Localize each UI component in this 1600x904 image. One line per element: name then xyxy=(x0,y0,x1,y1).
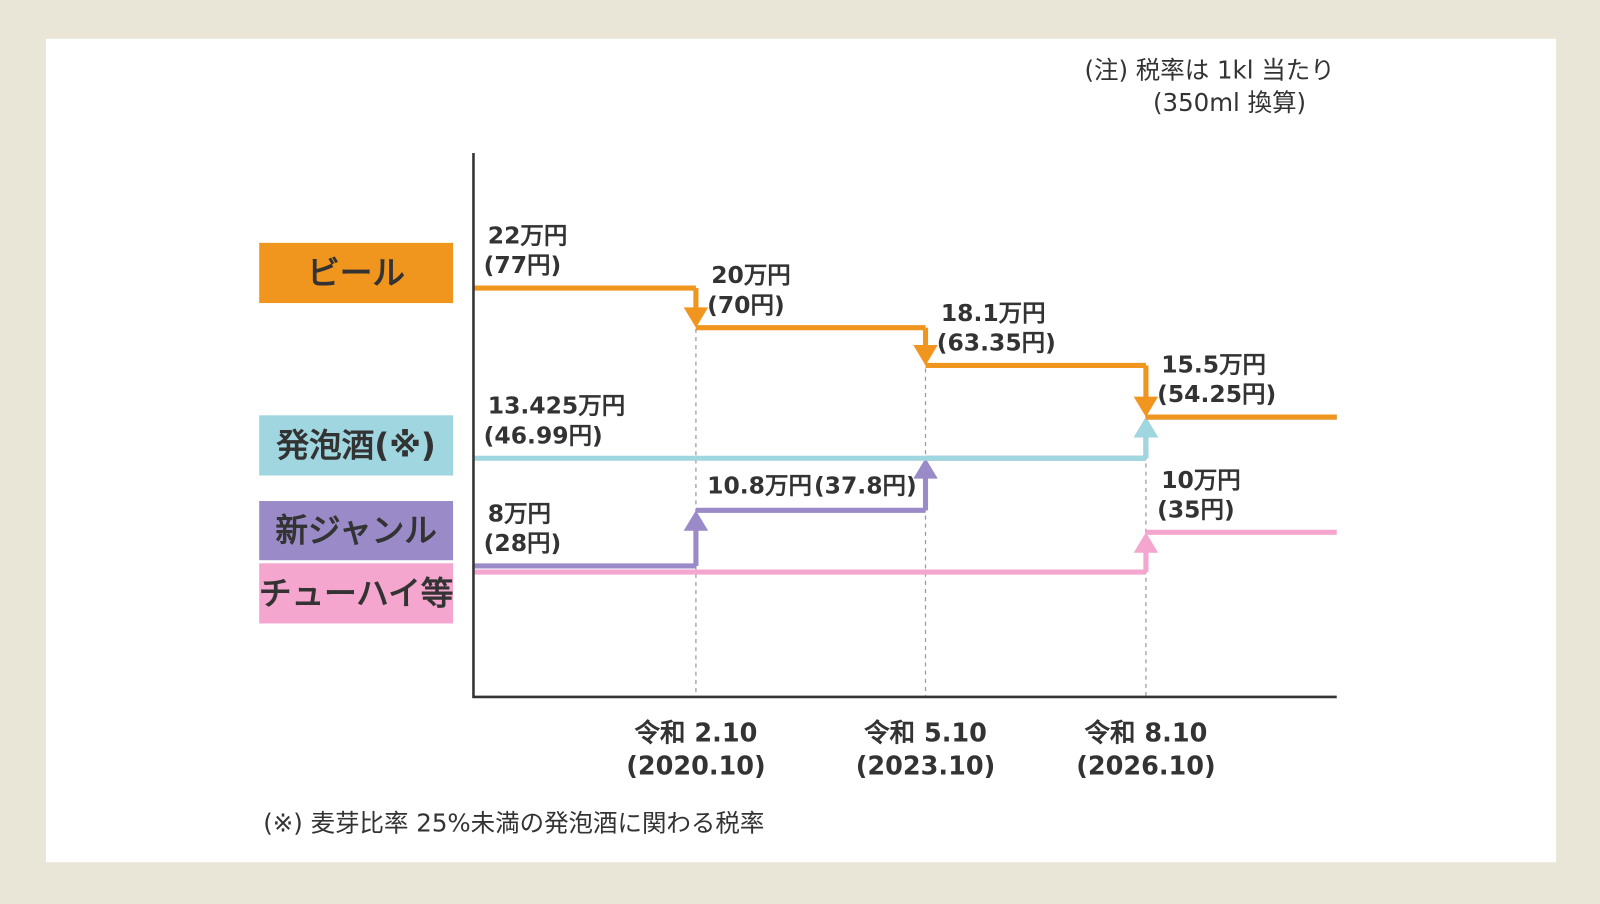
per-can-label: (46.99円) xyxy=(484,421,603,449)
value-label: 18.1万円 xyxy=(941,299,1046,327)
arrow-head xyxy=(913,345,938,366)
legend-swatch xyxy=(259,415,454,476)
value-label: 20万円 xyxy=(711,261,791,289)
note: (350ml 換算) xyxy=(1153,88,1306,117)
per-can-label: (37.8円) xyxy=(814,471,917,499)
value-label: 10.8万円 xyxy=(707,471,812,499)
per-can-label: (28円) xyxy=(484,529,562,557)
legend-swatch xyxy=(259,501,454,561)
arrow-head xyxy=(683,510,709,531)
arrow-head xyxy=(913,458,938,479)
x-tick-sublabel: (2026.10) xyxy=(1076,751,1215,781)
per-can-label: (54.25円) xyxy=(1157,380,1276,408)
x-tick-label: 令和 5.10 xyxy=(864,719,987,749)
arrow-head xyxy=(1133,396,1159,418)
value-label: 13.425万円 xyxy=(488,392,625,420)
note: (注) 税率は 1kl 当たり xyxy=(1084,55,1334,84)
legend-label: ビール xyxy=(307,254,405,292)
x-tick-sublabel: (2020.10) xyxy=(626,751,765,781)
per-can-label: (77円) xyxy=(484,251,562,279)
per-can-label: (63.35円) xyxy=(937,329,1056,357)
legend-swatch xyxy=(259,563,454,624)
value-label: 22万円 xyxy=(488,222,568,250)
legend-label: 発泡酒(※) xyxy=(276,426,436,464)
footnote: (※) 麦芽比率 25%未満の発泡酒に関わる税率 xyxy=(263,808,764,837)
arrow-head xyxy=(1133,417,1159,438)
per-can-label: (35円) xyxy=(1157,495,1235,523)
x-tick-label: 令和 8.10 xyxy=(1085,719,1208,749)
value-label: 15.5万円 xyxy=(1161,351,1266,379)
legend-swatch xyxy=(259,242,454,304)
arrow-head xyxy=(1133,532,1159,553)
plot xyxy=(474,285,1337,697)
legend-label: 新ジャンル xyxy=(275,512,437,550)
x-tick-label: 令和 2.10 xyxy=(635,719,758,749)
legend-label: チューハイ等 xyxy=(259,574,454,612)
value-label: 10万円 xyxy=(1161,466,1241,494)
x-tick-sublabel: (2023.10) xyxy=(856,751,995,781)
per-can-label: (70円) xyxy=(707,291,785,319)
value-label: 8万円 xyxy=(488,499,551,527)
arrow-head xyxy=(683,307,709,328)
